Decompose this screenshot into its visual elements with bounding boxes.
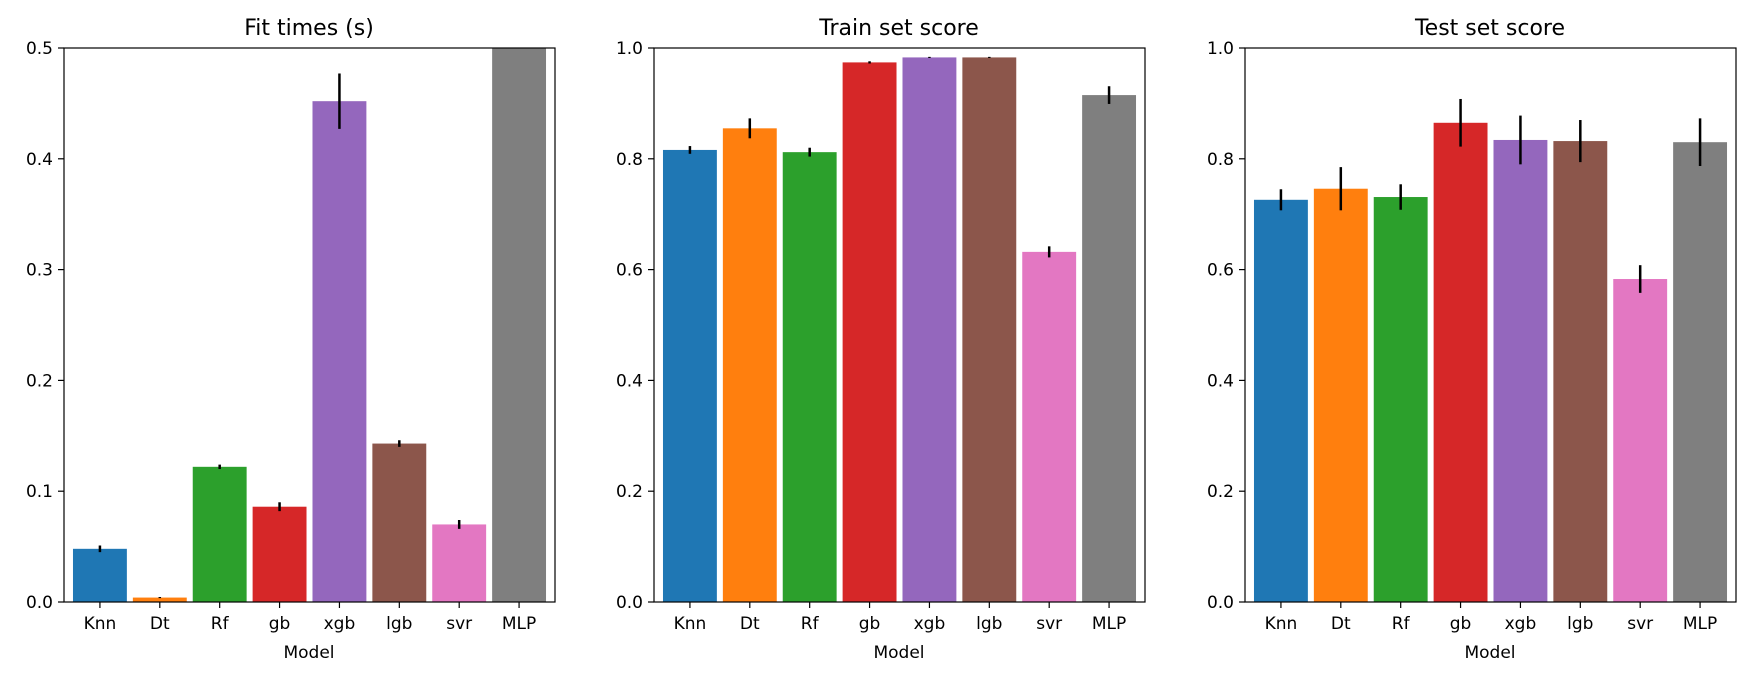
x-tick-label: Dt bbox=[1331, 614, 1351, 634]
x-tick-label: Knn bbox=[674, 614, 707, 634]
bar-Dt bbox=[1313, 188, 1368, 602]
x-tick-label: gb bbox=[269, 614, 291, 634]
x-tick-label: Rf bbox=[211, 614, 230, 634]
bar-Knn bbox=[72, 548, 127, 602]
panel-train-score: Train set score Model Knn Dt Rf gb xgb lgb svr… bbox=[616, 16, 1146, 663]
bar-gb bbox=[252, 506, 307, 602]
x-tick-label: Knn bbox=[84, 614, 117, 634]
bar-Rf bbox=[782, 152, 837, 602]
chart-title: Test set score bbox=[1414, 16, 1565, 41]
x-tick-label: xgb bbox=[324, 614, 356, 634]
axes-frame bbox=[1244, 47, 1737, 603]
y-tick-label: 0.8 bbox=[1207, 150, 1234, 170]
y-tick-label: 0.2 bbox=[26, 371, 53, 391]
y-tick-label: 0.0 bbox=[616, 593, 643, 613]
y-tick-label: 1.0 bbox=[616, 39, 643, 59]
x-tick-label: svr bbox=[1627, 614, 1653, 634]
y-tick-label: 0.2 bbox=[1207, 482, 1234, 502]
y-tick-label: 1.0 bbox=[1207, 39, 1234, 59]
x-tick-label: svr bbox=[446, 614, 472, 634]
x-tick-label: MLP bbox=[1092, 614, 1126, 634]
bar-lgb bbox=[372, 443, 427, 602]
y-tick-label: 0.5 bbox=[26, 39, 53, 59]
y-tick-label: 0.3 bbox=[26, 261, 53, 281]
bar-Rf bbox=[1373, 197, 1428, 602]
y-tick-label: 0.4 bbox=[1207, 371, 1234, 391]
panel-fit-times: Fit times (s) Model Knn Dt Rf gb xgb lgb svr ML… bbox=[26, 16, 556, 663]
x-tick-label: Knn bbox=[1265, 614, 1298, 634]
x-tick-label: Rf bbox=[801, 614, 820, 634]
bar-gb bbox=[842, 62, 897, 602]
bar-lgb bbox=[1553, 141, 1608, 602]
bar-xgb bbox=[1493, 139, 1548, 602]
bar-MLP bbox=[492, 48, 547, 602]
bar-Dt bbox=[132, 597, 187, 602]
x-tick-label: gb bbox=[1450, 614, 1472, 634]
y-tick-label: 0.0 bbox=[1207, 593, 1234, 613]
x-tick-label: MLP bbox=[1683, 614, 1717, 634]
y-tick-label: 0.4 bbox=[616, 371, 643, 391]
x-tick-label: xgb bbox=[1505, 614, 1537, 634]
chart-title: Fit times (s) bbox=[244, 16, 374, 41]
bar-svr bbox=[1613, 279, 1668, 602]
x-tick-label: Rf bbox=[1392, 614, 1411, 634]
y-tick-label: 0.6 bbox=[616, 261, 643, 281]
y-tick-label: 0.6 bbox=[1207, 261, 1234, 281]
bar-xgb bbox=[312, 101, 367, 603]
x-tick-label: lgb bbox=[386, 614, 412, 634]
x-tick-label: gb bbox=[859, 614, 881, 634]
x-tick-label: lgb bbox=[976, 614, 1002, 634]
y-tick-label: 0.2 bbox=[616, 482, 643, 502]
x-axis-label: Model bbox=[283, 643, 334, 663]
x-tick-label: svr bbox=[1036, 614, 1062, 634]
bar-MLP bbox=[1673, 142, 1728, 602]
bar-Dt bbox=[722, 128, 777, 602]
bar-svr bbox=[432, 524, 487, 602]
x-tick-label: MLP bbox=[502, 614, 536, 634]
bar-Rf bbox=[192, 466, 247, 602]
x-tick-label: lgb bbox=[1567, 614, 1593, 634]
bar-MLP bbox=[1082, 95, 1137, 602]
y-tick-label: 0.0 bbox=[26, 593, 53, 613]
chart-title: Train set score bbox=[818, 16, 979, 41]
x-tick-label: Dt bbox=[150, 614, 170, 634]
bar-Knn bbox=[1253, 199, 1308, 603]
y-tick-label: 0.4 bbox=[26, 150, 53, 170]
bar-svr bbox=[1022, 251, 1077, 602]
x-axis-label: Model bbox=[873, 643, 924, 663]
y-tick-label: 0.1 bbox=[26, 482, 53, 502]
bar-lgb bbox=[962, 57, 1017, 603]
y-tick-label: 0.8 bbox=[616, 150, 643, 170]
bar-xgb bbox=[902, 57, 957, 603]
axes-frame bbox=[653, 47, 1146, 603]
bar-Knn bbox=[662, 149, 717, 602]
bar-gb bbox=[1433, 122, 1488, 602]
axes-frame bbox=[63, 47, 556, 603]
panel-test-score: Test set score Model Knn Dt Rf gb xgb lgb svr M… bbox=[1207, 16, 1737, 663]
x-tick-label: Dt bbox=[740, 614, 760, 634]
x-axis-label: Model bbox=[1464, 643, 1515, 663]
x-tick-label: xgb bbox=[914, 614, 946, 634]
